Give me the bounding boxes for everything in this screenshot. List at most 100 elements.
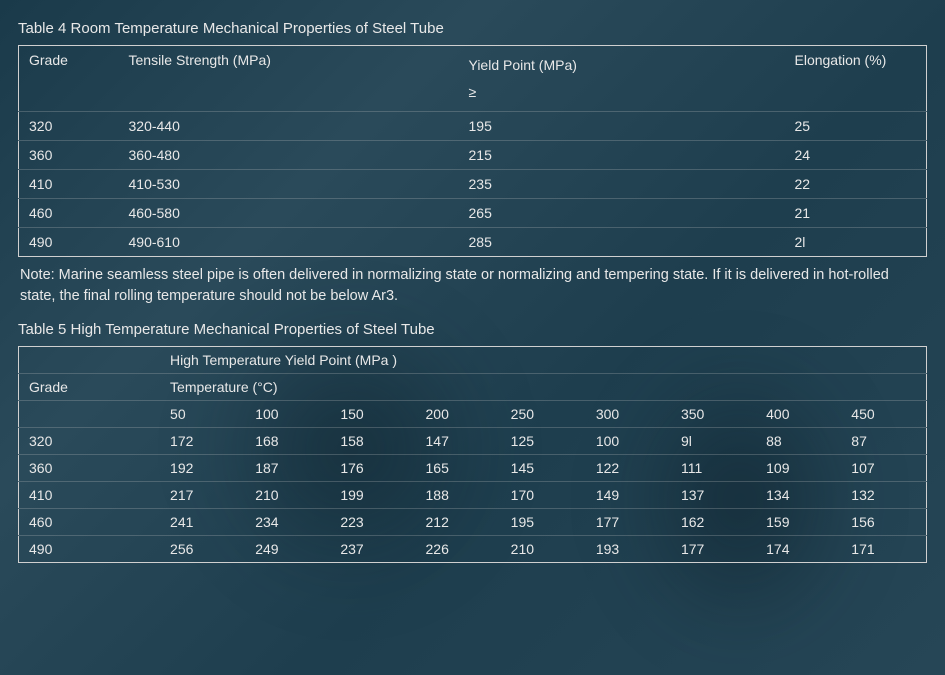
cell-val: 88 — [756, 428, 841, 455]
cell-val: 210 — [501, 536, 586, 563]
table-row: 410 217 210 199 188 170 149 137 134 132 — [19, 482, 927, 509]
table-row: 360 192 187 176 165 145 122 111 109 107 — [19, 455, 927, 482]
cell-val: 195 — [501, 509, 586, 536]
cell-tensile: 460-580 — [119, 199, 459, 228]
table-row: 460 460-580 265 21 — [19, 199, 927, 228]
cell-elong: 21 — [785, 199, 927, 228]
table-row: 320 320-440 195 25 — [19, 112, 927, 141]
cell-grade: 490 — [19, 228, 119, 257]
table5-temp-col: 100 — [245, 401, 330, 428]
table-row: 490 490-610 285 2l — [19, 228, 927, 257]
table4-note: Note: Marine seamless steel pipe is ofte… — [20, 265, 925, 307]
cell-val: 172 — [160, 428, 245, 455]
cell-yield: 265 — [459, 199, 785, 228]
cell-grade: 460 — [19, 509, 161, 536]
table-row: 360 360-480 215 24 — [19, 141, 927, 170]
cell-val: 210 — [245, 482, 330, 509]
cell-val: 174 — [756, 536, 841, 563]
table4-col-elong: Elongation (%) — [785, 46, 927, 112]
cell-val: 122 — [586, 455, 671, 482]
cell-val: 188 — [416, 482, 501, 509]
table5: High Temperature Yield Point (MPa ) Grad… — [18, 346, 927, 563]
cell-val: 107 — [841, 455, 926, 482]
cell-yield: 285 — [459, 228, 785, 257]
cell-grade: 360 — [19, 455, 161, 482]
cell-val: 132 — [841, 482, 926, 509]
table5-temp-col: 300 — [586, 401, 671, 428]
table4-col-yield-sub: ≥ — [469, 84, 477, 100]
cell-val: 111 — [671, 455, 756, 482]
cell-val: 156 — [841, 509, 926, 536]
cell-val: 177 — [671, 536, 756, 563]
cell-val: 249 — [245, 536, 330, 563]
cell-val: 217 — [160, 482, 245, 509]
table5-header-mid: Temperature (°C) — [160, 374, 926, 401]
cell-val: 177 — [586, 509, 671, 536]
cell-val: 149 — [586, 482, 671, 509]
table4-col-yield-label: Yield Point (MPa) — [469, 57, 577, 73]
table5-temp-col: 400 — [756, 401, 841, 428]
cell-tensile: 410-530 — [119, 170, 459, 199]
table5-temp-col: 200 — [416, 401, 501, 428]
cell-grade: 460 — [19, 199, 119, 228]
cell-elong: 24 — [785, 141, 927, 170]
table-row: 460 241 234 223 212 195 177 162 159 156 — [19, 509, 927, 536]
cell-val: 145 — [501, 455, 586, 482]
cell-elong: 2l — [785, 228, 927, 257]
table4-col-yield: Yield Point (MPa) ≥ — [459, 46, 785, 112]
cell-val: 256 — [160, 536, 245, 563]
cell-val: 100 — [586, 428, 671, 455]
cell-val: 137 — [671, 482, 756, 509]
cell-val: 109 — [756, 455, 841, 482]
cell-grade: 410 — [19, 482, 161, 509]
table5-header-row-3: 50 100 150 200 250 300 350 400 450 — [19, 401, 927, 428]
table4-col-tensile: Tensile Strength (MPa) — [119, 46, 459, 112]
cell-val: 241 — [160, 509, 245, 536]
cell-grade: 320 — [19, 112, 119, 141]
cell-elong: 22 — [785, 170, 927, 199]
cell-val: 158 — [330, 428, 415, 455]
cell-val: 187 — [245, 455, 330, 482]
cell-val: 162 — [671, 509, 756, 536]
cell-val: 87 — [841, 428, 926, 455]
cell-val: 234 — [245, 509, 330, 536]
table4-title: Table 4 Room Temperature Mechanical Prop… — [18, 20, 927, 37]
table5-temp-col: 150 — [330, 401, 415, 428]
table-row: 320 172 168 158 147 125 100 9l 88 87 — [19, 428, 927, 455]
cell-val: 170 — [501, 482, 586, 509]
cell-grade: 320 — [19, 428, 161, 455]
table5-temp-col: 350 — [671, 401, 756, 428]
cell-val: 125 — [501, 428, 586, 455]
table4: Grade Tensile Strength (MPa) Yield Point… — [18, 45, 927, 257]
cell-val: 147 — [416, 428, 501, 455]
table5-col-grade-spacer — [19, 347, 161, 374]
table4-header-row: Grade Tensile Strength (MPa) Yield Point… — [19, 46, 927, 112]
table5-temp-col: 250 — [501, 401, 586, 428]
table5-col-grade-spacer2 — [19, 401, 161, 428]
cell-tensile: 360-480 — [119, 141, 459, 170]
cell-tensile: 320-440 — [119, 112, 459, 141]
cell-grade: 360 — [19, 141, 119, 170]
cell-yield: 235 — [459, 170, 785, 199]
cell-elong: 25 — [785, 112, 927, 141]
cell-val: 9l — [671, 428, 756, 455]
table-row: 410 410-530 235 22 — [19, 170, 927, 199]
cell-val: 237 — [330, 536, 415, 563]
cell-val: 223 — [330, 509, 415, 536]
cell-val: 212 — [416, 509, 501, 536]
table5-header-top: High Temperature Yield Point (MPa ) — [160, 347, 926, 374]
cell-val: 192 — [160, 455, 245, 482]
table5-temp-col: 450 — [841, 401, 926, 428]
cell-val: 159 — [756, 509, 841, 536]
table5-header-row-1: High Temperature Yield Point (MPa ) — [19, 347, 927, 374]
cell-val: 165 — [416, 455, 501, 482]
cell-val: 171 — [841, 536, 926, 563]
cell-val: 193 — [586, 536, 671, 563]
cell-yield: 215 — [459, 141, 785, 170]
table5-header-row-2: Grade Temperature (°C) — [19, 374, 927, 401]
table-row: 490 256 249 237 226 210 193 177 174 171 — [19, 536, 927, 563]
cell-val: 199 — [330, 482, 415, 509]
table5-title: Table 5 High Temperature Mechanical Prop… — [18, 321, 927, 338]
table4-col-grade: Grade — [19, 46, 119, 112]
table5-col-grade: Grade — [19, 374, 161, 401]
